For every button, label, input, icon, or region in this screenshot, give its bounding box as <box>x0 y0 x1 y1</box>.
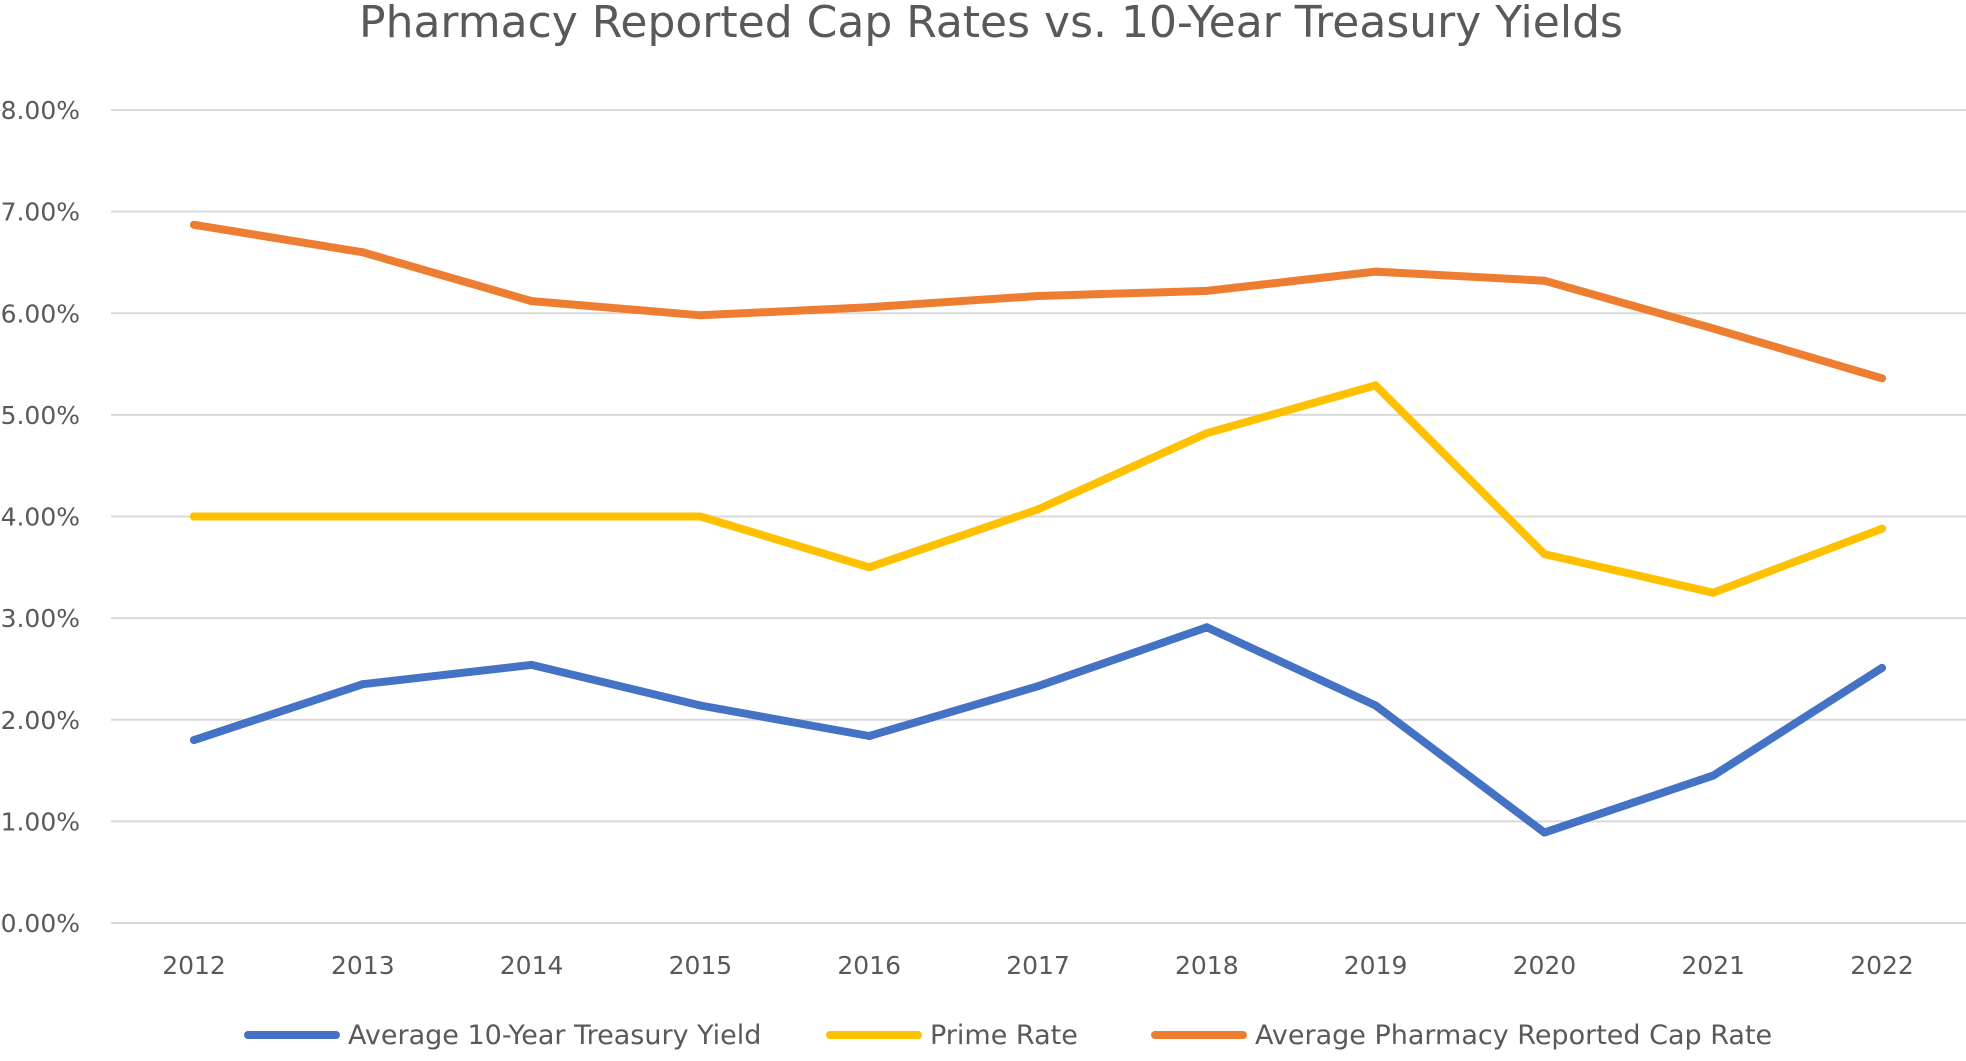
y-tick-label: 3.00% <box>1 604 80 633</box>
data-point <box>1202 429 1211 438</box>
data-point <box>190 736 198 745</box>
legend: Average 10-Year Treasury Yield Prime Rate… <box>244 1020 1772 1051</box>
series-lines <box>190 220 1886 837</box>
y-tick-label: 4.00% <box>1 503 80 532</box>
data-point <box>358 248 367 257</box>
data-point <box>1371 381 1380 390</box>
x-tick-label: 2022 <box>1850 951 1914 980</box>
data-point <box>1540 828 1549 837</box>
x-tick-label: 2018 <box>1175 951 1239 980</box>
legend-label: Average Pharmacy Reported Cap Rate <box>1255 1020 1772 1051</box>
data-point <box>696 701 705 710</box>
y-tick-label: 6.00% <box>1 299 80 328</box>
data-point <box>1709 588 1718 597</box>
x-tick-label: 2015 <box>669 951 733 980</box>
y-tick-label: 1.00% <box>1 807 80 836</box>
data-point <box>1371 267 1380 276</box>
y-axis-tick-labels: 0.00% 1.00% 2.00% 3.00% 4.00% 5.00% 6.00% 7.00%… <box>1 96 80 938</box>
x-tick-label: 2014 <box>500 951 564 980</box>
x-tick-label: 2012 <box>162 951 226 980</box>
chart-title: Pharmacy Reported Cap Rates vs. 10-Year … <box>359 0 1623 48</box>
legend-label: Prime Rate <box>930 1020 1078 1051</box>
data-point <box>1371 701 1380 710</box>
x-tick-label: 2013 <box>331 951 395 980</box>
data-point <box>527 660 536 669</box>
data-point <box>865 303 874 312</box>
data-point <box>1202 286 1211 295</box>
data-point <box>1878 663 1886 672</box>
data-point <box>190 220 198 229</box>
data-point <box>1034 291 1042 300</box>
x-tick-label: 2021 <box>1681 951 1745 980</box>
data-point <box>358 680 367 689</box>
y-tick-label: 0.00% <box>1 909 80 938</box>
y-tick-label: 5.00% <box>1 401 80 430</box>
y-tick-label: 7.00% <box>1 198 80 227</box>
data-point <box>1034 682 1042 691</box>
x-tick-label: 2019 <box>1344 951 1408 980</box>
data-point <box>1540 276 1549 285</box>
series-line-1 <box>190 623 1886 837</box>
x-tick-label: 2020 <box>1513 951 1577 980</box>
series-line-2 <box>190 381 1886 597</box>
x-axis-tick-labels: 2012 2013 2014 2015 2016 2017 2018 2019 2020 2021… <box>162 951 1914 980</box>
y-tick-label: 2.00% <box>1 706 80 735</box>
legend-label: Average 10-Year Treasury Yield <box>348 1020 761 1051</box>
data-point <box>527 512 536 521</box>
data-point <box>1540 550 1549 559</box>
data-point <box>1034 505 1042 514</box>
data-point <box>190 512 198 521</box>
series-line-3 <box>190 220 1886 383</box>
data-point <box>865 732 874 741</box>
x-tick-label: 2016 <box>837 951 901 980</box>
data-point <box>1202 623 1211 632</box>
data-point <box>865 563 874 572</box>
data-point <box>696 512 705 521</box>
data-point <box>358 512 367 521</box>
data-point <box>527 297 536 306</box>
data-point <box>1709 771 1718 780</box>
y-tick-label: 8.00% <box>1 96 80 125</box>
data-point <box>1878 374 1886 383</box>
data-point <box>696 311 705 320</box>
data-point <box>1878 524 1886 533</box>
x-tick-label: 2017 <box>1006 951 1070 980</box>
data-point <box>1709 324 1718 333</box>
